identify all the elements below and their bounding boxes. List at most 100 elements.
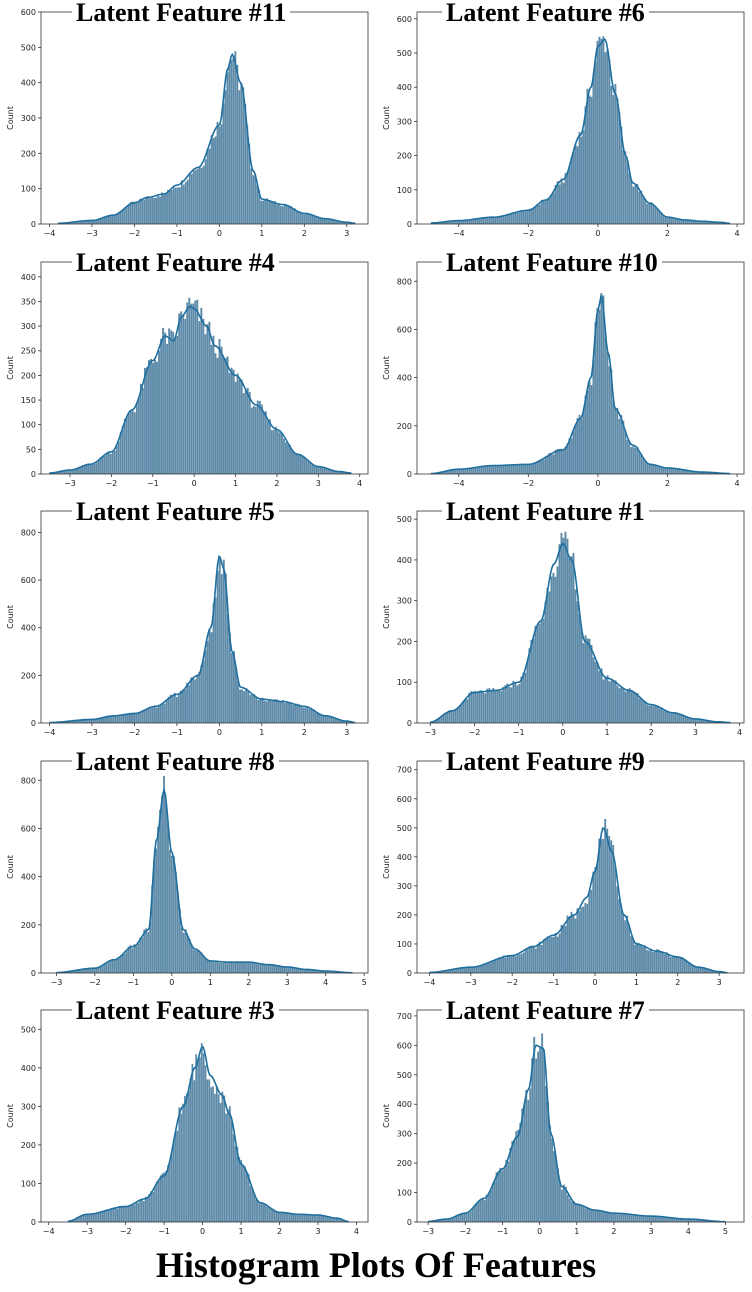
histogram-bar bbox=[117, 440, 120, 474]
y-tick-label: 100 bbox=[21, 185, 36, 194]
histogram-bar bbox=[257, 700, 260, 724]
histogram-bar bbox=[164, 193, 168, 225]
x-tick-label: −2 bbox=[129, 728, 141, 737]
histogram-bar bbox=[552, 572, 555, 724]
histogram-bar bbox=[270, 1208, 273, 1223]
histogram-bar bbox=[253, 694, 256, 724]
histogram-bar bbox=[598, 671, 601, 724]
histogram-bar bbox=[236, 64, 239, 225]
histogram-bar bbox=[194, 679, 197, 724]
histogram-bar bbox=[600, 1211, 603, 1223]
histogram-bar bbox=[204, 333, 207, 474]
x-tick-label: 0 bbox=[200, 1227, 205, 1236]
histogram-bar bbox=[263, 700, 266, 724]
histogram-bar bbox=[174, 187, 177, 225]
histogram-bar bbox=[596, 662, 599, 724]
histogram-bar bbox=[206, 1079, 209, 1223]
histogram-bar bbox=[598, 309, 601, 474]
histogram-bar bbox=[598, 1210, 601, 1223]
histogram-bar bbox=[210, 960, 213, 973]
histogram-bar bbox=[144, 1197, 147, 1223]
histogram-bar bbox=[484, 217, 487, 225]
histogram-bar bbox=[208, 959, 211, 973]
histogram-bar bbox=[213, 1094, 216, 1223]
histogram-bar bbox=[523, 1104, 526, 1223]
histogram-bar bbox=[277, 1212, 280, 1223]
histogram-bar bbox=[618, 111, 621, 225]
histogram-bar bbox=[467, 1212, 470, 1223]
y-tick-label: 0 bbox=[31, 969, 36, 978]
histogram-bar bbox=[310, 709, 313, 724]
y-axis-label: Count bbox=[6, 605, 15, 629]
kde-line bbox=[49, 305, 352, 474]
histogram-bar bbox=[250, 407, 253, 474]
histogram-bar bbox=[107, 1210, 110, 1223]
histogram-bar bbox=[671, 956, 674, 973]
histogram-bar bbox=[287, 702, 291, 724]
histogram-bar bbox=[172, 331, 175, 474]
histogram-bar bbox=[560, 178, 563, 225]
y-axis-label: Count bbox=[6, 356, 15, 380]
histogram-bar bbox=[308, 709, 311, 724]
histogram-bar bbox=[155, 848, 158, 973]
histogram-bar bbox=[673, 955, 676, 973]
histogram-bar bbox=[540, 458, 543, 474]
histogram-bar bbox=[584, 902, 587, 973]
histogram-bar bbox=[470, 691, 473, 724]
histogram-bar bbox=[283, 703, 287, 724]
histogram-bar bbox=[481, 1198, 484, 1223]
histogram-bar bbox=[548, 936, 551, 973]
histogram-bar bbox=[101, 455, 104, 474]
histogram-bar bbox=[133, 1204, 136, 1223]
histogram-bar bbox=[482, 692, 485, 724]
histogram-bars bbox=[49, 297, 352, 474]
histogram-bar bbox=[108, 716, 111, 724]
y-tick-label: 500 bbox=[21, 43, 36, 52]
histogram-bar bbox=[158, 196, 162, 225]
x-tick-label: 4 bbox=[734, 229, 739, 238]
histogram-bar bbox=[277, 203, 281, 225]
histogram-bar bbox=[165, 699, 168, 724]
histogram-bar bbox=[184, 929, 187, 973]
histogram-bar bbox=[208, 321, 211, 474]
histogram-bar bbox=[570, 157, 573, 225]
figure-title: Histogram Plots Of Features bbox=[155, 1245, 597, 1285]
histogram-bar bbox=[295, 211, 298, 225]
axes-frame bbox=[416, 1009, 745, 1223]
histogram-bar bbox=[133, 944, 136, 973]
histogram-bar bbox=[139, 937, 142, 973]
histogram-bar bbox=[656, 465, 659, 474]
histogram-bar bbox=[610, 680, 613, 724]
y-tick-label: 200 bbox=[397, 1160, 412, 1169]
histogram-bar bbox=[450, 710, 453, 724]
histogram-bar bbox=[536, 461, 539, 474]
y-tick-label: 0 bbox=[31, 719, 36, 728]
histogram-bar bbox=[265, 963, 268, 973]
histogram-bar bbox=[534, 206, 537, 225]
histogram-bar bbox=[542, 459, 545, 474]
x-tick-label: −2 bbox=[522, 229, 534, 238]
histogram-bar bbox=[224, 961, 227, 973]
histogram-bar bbox=[271, 699, 274, 724]
histogram-bar bbox=[484, 693, 487, 724]
y-tick-label: 600 bbox=[397, 1042, 412, 1051]
histogram-bar bbox=[500, 216, 503, 225]
histogram-bar bbox=[127, 946, 130, 973]
x-tick-label: −2 bbox=[105, 479, 117, 488]
histogram-bar bbox=[590, 1209, 593, 1223]
histogram-bar bbox=[463, 1213, 466, 1223]
histogram-bar bbox=[111, 958, 114, 973]
histogram-bar bbox=[582, 409, 585, 474]
histogram-bar bbox=[190, 677, 193, 724]
histogram-bar bbox=[604, 1211, 607, 1223]
histogram-bar bbox=[497, 1171, 500, 1223]
histogram-bar bbox=[125, 951, 128, 973]
histogram-bar bbox=[256, 1201, 259, 1223]
histogram-bar bbox=[216, 357, 219, 474]
histogram-bar bbox=[604, 331, 607, 474]
histogram-bar bbox=[124, 714, 128, 724]
histogram-bar bbox=[260, 1203, 263, 1223]
histogram-bar bbox=[289, 967, 292, 973]
histogram-bar bbox=[484, 466, 487, 474]
histogram-bar bbox=[512, 680, 515, 724]
